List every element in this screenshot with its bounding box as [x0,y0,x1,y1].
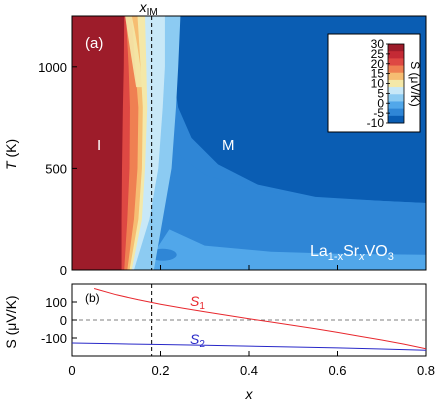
line-series [72,288,426,351]
colorbar-tick-label: 0 [377,96,384,110]
series-label-s1: S1 [190,293,205,312]
colorbar-background [327,33,421,133]
colorbar-tick-label: -5 [373,106,384,120]
compound-formula: La1-xSrxVO3 [310,243,394,263]
colorbar-swatches [388,44,404,124]
metal-light-region [151,229,426,270]
region-label-insulator: I [97,137,101,154]
y-label-unit: (K) [3,139,19,158]
s1-main: S [190,293,200,309]
series-line-s2 [72,342,426,351]
colorbar-swatch [388,72,404,81]
series-line-s1 [93,288,426,350]
colorbar-swatch [388,115,404,124]
x-im-sub: IM [147,7,158,18]
formula-sr: Sr [343,243,360,260]
colorbar-tick-label: 20 [371,57,385,71]
x-tick-label: 0.4 [240,363,258,378]
colorbar-label: S (μV/K) [408,61,422,107]
colorbar-swatch [388,87,404,95]
y-tick-label-b: 100 [45,295,67,310]
formula-sub-3: 3 [388,251,394,263]
colorbar-tick-label: 15 [371,67,385,81]
pale-highlight [125,16,143,88]
colorbar-swatch [388,58,404,67]
x-tick-label: 0.2 [151,363,169,378]
line-x-axis-label: x [245,386,254,402]
colorbar-swatch [388,44,404,52]
formula-sub-1: 1-x [328,251,344,263]
x-im-annotation: xIM [139,0,158,18]
colorbar-swatch [388,94,404,102]
colorbar-tick-label: -10 [367,116,385,130]
y-tick-label-b: -100 [41,331,67,346]
s2-sub: 2 [199,339,205,350]
formula-la: La [310,243,328,260]
s1-sub: 1 [199,301,205,312]
heatmap-y-ticks: 0 500 1000 [38,60,77,278]
formula-sub-x: x [358,251,365,263]
colorbar-tick-label: 10 [371,77,385,91]
y-label-t: T [3,160,19,170]
panel-a-label: (a) [85,35,103,52]
x-im-main: x [139,0,148,15]
x-tick-label: 0.6 [328,363,346,378]
colorbar-tick-label: 5 [377,86,384,100]
heatmap-y-axis-label: T (K) [3,139,19,170]
colorbar-swatch [388,51,404,59]
heatmap-contours [72,16,426,270]
x-tick-label: 0 [68,363,75,378]
s2-main: S [190,331,200,347]
line-y-axis-label: S (μV/K) [3,295,19,348]
colorbar-swatch [388,101,404,110]
colorbar-tick-label: 30 [371,37,385,51]
line-x-ticks: 0 0.2 0.4 0.6 0.8 [68,351,435,378]
y-tick-label-b: 0 [60,313,67,328]
y-tick-label: 1000 [38,60,67,75]
x-tick-label: 0.8 [417,363,435,378]
heatmap-x-ticks [71,265,427,270]
region-label-metal: M [222,137,235,154]
formula-vo: VO [365,243,388,260]
colorbar-swatch [388,65,404,74]
metal-mid-region [160,144,426,255]
contour-level-30 [72,16,125,270]
line-y-ticks: -100 0 100 [41,295,77,346]
colorbar-swatch [388,108,404,117]
panel-b-label: (b) [85,291,100,305]
series-label-s2: S2 [190,331,205,350]
colorbar-tick-label: 25 [371,47,385,61]
y-tick-label: 0 [60,263,67,278]
y-tick-label: 500 [45,161,67,176]
colorbar-swatch [388,79,404,88]
